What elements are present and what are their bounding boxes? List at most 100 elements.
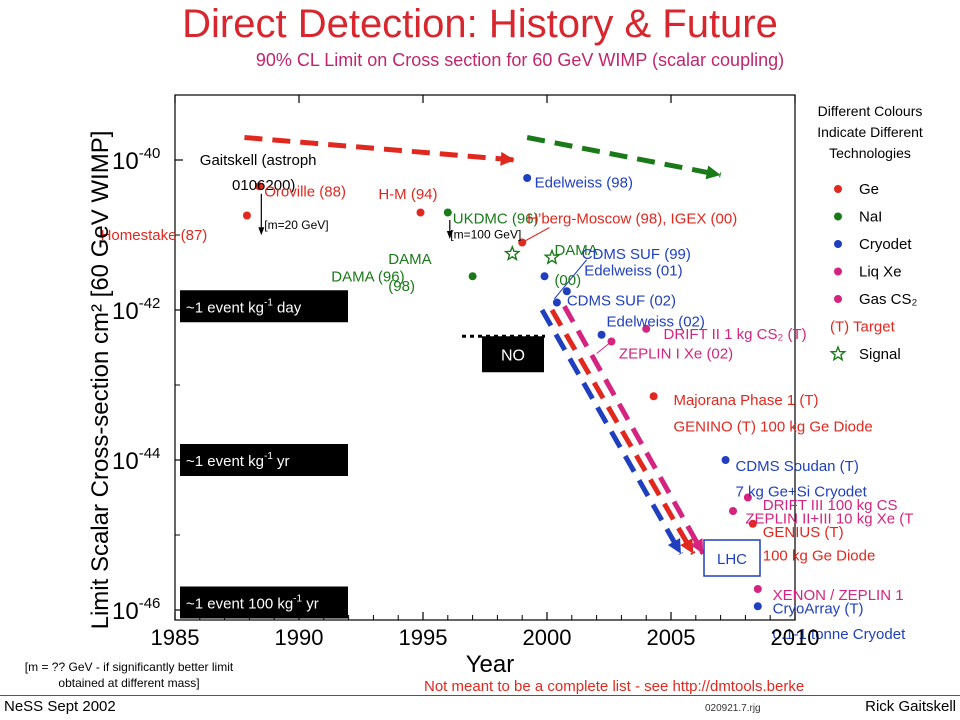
label-zeplin-ii-iii-10-kg-xe-t: ZEPLIN II+III 10 kg Xe (T — [745, 511, 913, 528]
legend-label-liq-xe: Liq Xe — [859, 264, 902, 281]
x-axis-label: Year — [466, 651, 515, 678]
label-xenon-zeplin-1: XENON / ZEPLIN 1 — [773, 587, 904, 604]
legend-marker-star — [829, 345, 847, 362]
point-edelweiss-98 — [523, 174, 532, 182]
data-marks — [242, 174, 762, 611]
legend-marker-cryodet — [834, 240, 842, 248]
y-tick-label: 10-42 — [112, 295, 160, 325]
point-homestake-87 — [242, 211, 251, 220]
x-tick-label: 1995 — [399, 625, 448, 650]
no-box-label: NO — [501, 347, 525, 364]
point-drift-ii-1-kg-cs2-t — [642, 324, 651, 333]
mass-arrow-head — [446, 231, 453, 239]
trend-arrow-line — [549, 308, 696, 556]
point-majorana-phase-1-t — [649, 392, 658, 401]
legend-label-t-target: (T) Target — [830, 319, 896, 336]
legend-label-cryodet: Cryodet — [859, 236, 912, 253]
lhc-box — [703, 539, 761, 577]
axes: 1985 1990 1995 2000 2005 2010 Year 10-40 10-42 10… — [87, 95, 819, 678]
legend-marker-nai — [834, 212, 842, 221]
label-drift-ii-1-kg-cs-t: DRIFT II 1 kg CS₂ (T) — [664, 326, 807, 343]
label-100-kg-ge-diode: 100 kg Ge Diode — [763, 547, 876, 564]
no-box — [482, 336, 544, 373]
label-genius-t: GENIUS (T) — [763, 524, 844, 541]
legend-label-gas-cs: Gas CS₂ — [859, 291, 918, 308]
y-tick-exponent: -44 — [139, 445, 161, 462]
event-rate-box — [180, 290, 348, 323]
legend-header: Technologies — [829, 145, 911, 161]
label-genino-t-100-kg-ge-diode: GENINO (T) 100 kg Ge Diode — [673, 418, 872, 435]
point-edelweiss-01 — [540, 272, 549, 281]
event-rate-box — [180, 586, 348, 619]
label-dama-96: DAMA (96) — [331, 268, 404, 285]
mass-arrow-head — [258, 227, 265, 236]
legend-marker-ge — [834, 185, 842, 193]
legend-marker-gas-cs — [834, 295, 842, 303]
label-cryoarray-t: CryoArray (T) — [773, 601, 864, 618]
x-tick-label: 1990 — [275, 625, 324, 650]
trend-arrow-head — [500, 151, 515, 166]
point-h-berg-moscow-98-igex-00 — [518, 238, 527, 247]
point-cdms-suf-99 — [562, 287, 571, 296]
trend-arrow-head — [705, 165, 721, 180]
legend-header: Indicate Different — [817, 124, 923, 140]
x-tick-label: 2000 — [523, 625, 572, 650]
chart-frame — [174, 94, 796, 621]
leader-line — [554, 259, 588, 300]
label-0-1-1-tonne-cryodet: 0.1-1 tonne Cryodet — [773, 626, 906, 643]
trend-arrow-line — [244, 135, 515, 163]
label-98: (98) — [388, 278, 415, 295]
label-edelweiss-02: Edelweiss (02) — [607, 313, 705, 330]
leader-line — [521, 227, 550, 243]
mass-note: [m = ?? GeV - if significantly better li… — [24, 660, 234, 690]
event-rate-label: ~1 event kg-1 day — [186, 297, 302, 316]
rate-boxes: ~1 event kg-1 day ~1 event kg-1 yr ~1 even… — [180, 290, 761, 619]
point-drift-iii-100-kg-cs2 — [743, 493, 752, 502]
trend-arrow-line — [539, 308, 684, 555]
legend: Different Colours Indicate Different Techn… — [817, 103, 923, 363]
plot-frame — [174, 94, 796, 621]
x-tick-label: 2010 — [771, 625, 820, 650]
trend-arrow-line — [562, 305, 706, 555]
label-00: (00) — [554, 272, 581, 289]
y-tick-label: 10-40 — [112, 145, 160, 175]
y-tick-label: 10-44 — [112, 445, 160, 475]
label-edelweiss-98: Edelweiss (98) — [535, 175, 633, 192]
label-oroville-88: Oroville (88) — [264, 184, 346, 201]
point-xenon-zeplin-1 — [753, 585, 762, 593]
event-rate-box — [180, 444, 348, 476]
y-tick-exponent: -46 — [139, 595, 161, 612]
point-zeplin-ii-iii-10-kg-xe — [729, 507, 737, 515]
label-h-berg-moscow-98-igex-00: H’berg-Moscow (98), IGEX (00) — [527, 211, 737, 228]
label-homestake-87: Homestake (87) — [101, 227, 208, 244]
legend-label-ge: Ge — [859, 181, 879, 198]
footer-author: Rick Gaitskell — [865, 698, 956, 715]
point-h-m-94 — [416, 208, 425, 217]
point-ukdmc-96 — [443, 208, 452, 217]
event-rate-label: ~1 event kg-1 yr — [186, 451, 290, 470]
x-tick-label: 1985 — [151, 625, 200, 650]
label-m-100-gev: [m=100 GeV] — [450, 228, 521, 242]
legend-label-nai: NaI — [859, 209, 882, 226]
label-m-20-gev: [m=20 GeV] — [264, 218, 328, 232]
trend-arrow-head — [680, 538, 694, 554]
legend-label-signal: Signal — [859, 346, 901, 363]
lhc-box-label: LHC — [717, 551, 747, 568]
y-tick-exponent: -42 — [139, 295, 161, 312]
label-cdms-suf-02: CDMS SUF (02) — [567, 292, 676, 309]
legend-marker-liq-xe — [834, 267, 842, 276]
trend-arrow-head — [690, 538, 704, 554]
label-dama: DAMA — [388, 251, 431, 268]
point-dama-96 — [468, 272, 477, 281]
data-labels: Homestake (87) Gaitskell (astroph 0106200)… — [101, 152, 914, 643]
signal-dama-00 — [543, 248, 561, 265]
point-cdms-suf-02 — [552, 298, 561, 307]
label-0106200: 0106200) — [232, 177, 295, 194]
footer-divider — [0, 695, 960, 696]
point-edelweiss-02 — [597, 330, 606, 339]
event-rate-label: ~1 event 100 kg-1 yr — [186, 594, 319, 613]
slide-subtitle: 90% CL Limit on Cross section for 60 GeV… — [255, 50, 785, 70]
point-oroville-88 — [255, 182, 264, 191]
y-tick-label: 10-46 — [112, 595, 160, 625]
